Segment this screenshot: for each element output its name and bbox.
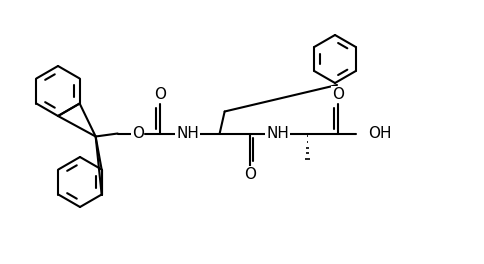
Text: NH: NH — [266, 126, 289, 141]
Text: OH: OH — [368, 126, 391, 141]
Text: NH: NH — [176, 126, 199, 141]
Text: O: O — [132, 126, 144, 141]
Text: O: O — [153, 87, 166, 102]
Text: O: O — [243, 167, 256, 182]
Text: O: O — [332, 87, 344, 102]
